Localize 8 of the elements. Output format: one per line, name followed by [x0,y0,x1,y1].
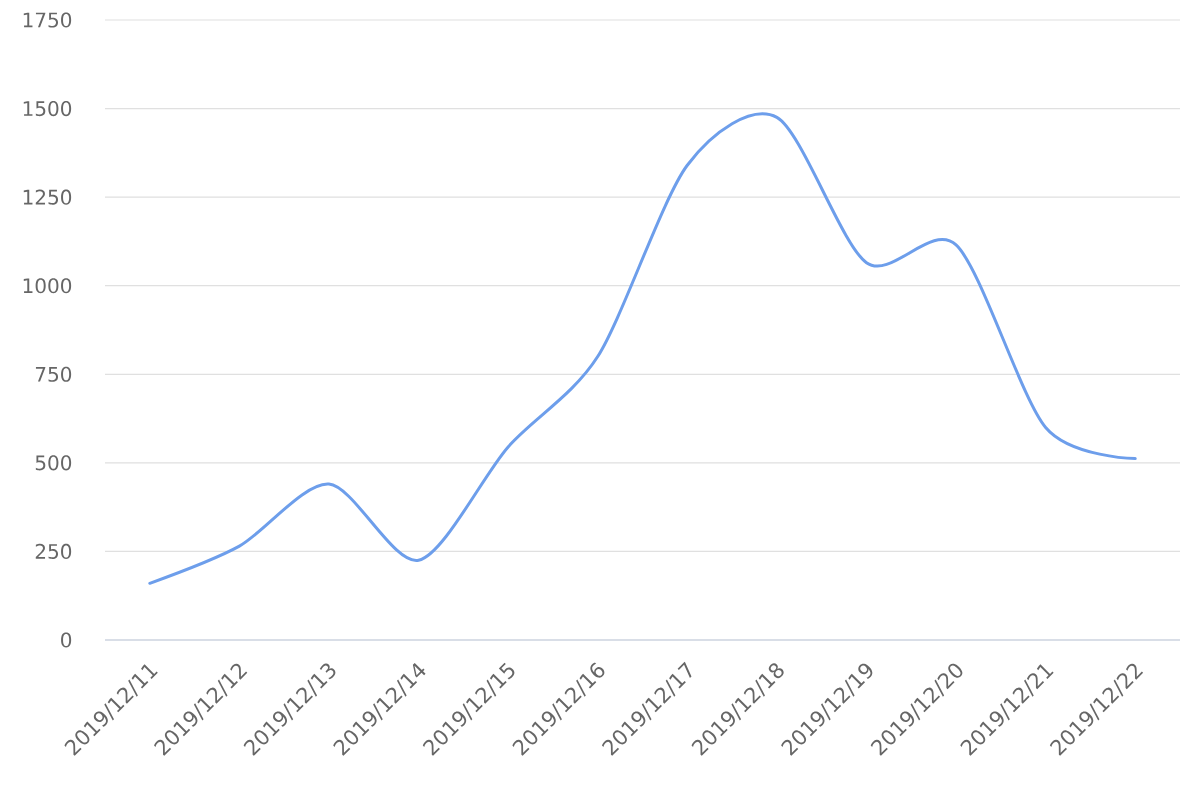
y-tick-label: 1500 [23,101,72,117]
y-tick-label: 500 [35,455,72,471]
y-tick-label: 1250 [23,189,72,205]
y-tick-label: 0 [61,632,72,648]
y-tick-label: 250 [35,543,72,559]
y-tick-label: 1750 [23,12,72,28]
y-tick-label: 1000 [23,278,72,294]
y-tick-label: 750 [35,366,72,382]
